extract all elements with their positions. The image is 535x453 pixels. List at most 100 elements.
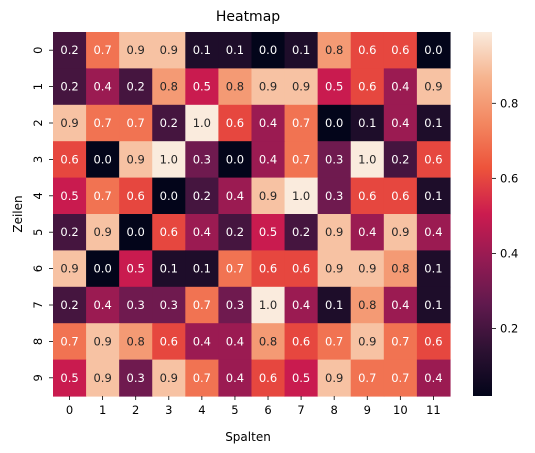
heatmap-cell (350, 68, 385, 106)
heatmap-cell (152, 359, 186, 397)
cell-value-label: 0.0 (226, 152, 244, 166)
heatmap-cell (119, 359, 153, 397)
cell-value-label: 0.5 (127, 262, 145, 276)
heatmap-cell (53, 286, 87, 324)
heatmap-cell (152, 141, 186, 179)
cell-value-label: 0.9 (325, 225, 343, 239)
colorbar: 0.2 0.4 0.6 0.8 (473, 32, 518, 396)
heatmap-cell (416, 250, 451, 288)
cell-value-label: 0.9 (93, 371, 111, 385)
heatmap-cell (119, 177, 153, 215)
x-tick-label: 8 (331, 403, 338, 417)
heatmap-cell (218, 32, 253, 69)
cell-value-label: 0.9 (127, 43, 145, 57)
heatmap-cell (251, 323, 286, 361)
heatmap-cell (383, 104, 418, 142)
cell-value-label: 0.0 (424, 43, 442, 57)
cell-value-label: 0.9 (391, 225, 409, 239)
cell-value-label: 0.8 (391, 262, 409, 276)
cell-value-label: 0.2 (60, 225, 78, 239)
cell-value-label: 0.3 (325, 189, 343, 203)
heatmap-cell (86, 32, 120, 69)
cell-value-label: 0.6 (259, 262, 277, 276)
heatmap-cell (251, 177, 286, 215)
cell-value-label: 0.1 (226, 43, 244, 57)
chart-title: Heatmap (216, 9, 280, 25)
cell-value-label: 0.2 (60, 43, 78, 57)
y-tick-label: 1 (31, 83, 45, 90)
cell-value-label: 0.1 (193, 43, 211, 57)
heatmap-cell (86, 214, 120, 251)
x-tick-label: 0 (66, 403, 73, 417)
cell-value-label: 0.6 (358, 80, 376, 94)
heatmap-cell (383, 68, 418, 106)
heatmap-cell (416, 177, 451, 215)
cell-value-label: 0.7 (358, 371, 376, 385)
heatmap-cell (185, 141, 219, 179)
heatmap-cell (284, 323, 319, 361)
heatmap-cell (383, 177, 418, 215)
heatmap-cell (284, 68, 319, 106)
x-tick-label: 6 (264, 403, 271, 417)
heatmap-cell (383, 214, 418, 251)
heatmap-cell (185, 177, 219, 215)
y-tick-label: 7 (31, 301, 45, 308)
cell-value-label: 0.9 (325, 371, 343, 385)
heatmap-cell (152, 32, 186, 69)
cell-value-label: 0.1 (358, 116, 376, 130)
heatmap-cell (350, 32, 385, 69)
cell-value-label: 0.7 (60, 334, 78, 348)
x-tick-label: 7 (297, 403, 304, 417)
cell-value-label: 0.7 (93, 116, 111, 130)
cell-value-label: 0.9 (160, 371, 178, 385)
x-axis-ticks: 0 1 2 3 4 5 6 7 8 9 10 11 (66, 396, 441, 417)
heatmap-cell (383, 359, 418, 397)
cell-value-label: 0.5 (259, 225, 277, 239)
heatmap-cell (185, 286, 219, 324)
cell-value-label: 0.4 (292, 298, 310, 312)
cell-value-label: 0.1 (193, 262, 211, 276)
cell-value-label: 0.9 (259, 189, 277, 203)
cell-value-label: 0.1 (424, 116, 442, 130)
cell-value-label: 0.6 (424, 152, 442, 166)
heatmap-cell (284, 286, 319, 324)
heatmap-cell (185, 359, 219, 397)
heatmap-cell (119, 141, 153, 179)
heatmap-cell (383, 32, 418, 69)
x-tick-label: 9 (364, 403, 371, 417)
cell-value-label: 0.0 (93, 262, 111, 276)
heatmap-cell (350, 141, 385, 179)
cell-value-label: 0.4 (391, 116, 409, 130)
cell-value-label: 0.6 (292, 334, 310, 348)
heatmap-cell (251, 359, 286, 397)
heatmap-cell (383, 323, 418, 361)
x-tick-label: 2 (132, 403, 139, 417)
heatmap-cell (53, 32, 87, 69)
colorbar-tick-label: 0.4 (500, 246, 518, 260)
cell-value-label: 0.0 (325, 116, 343, 130)
cell-value-label: 0.1 (424, 298, 442, 312)
heatmap-cell (119, 68, 153, 106)
cell-value-label: 1.0 (358, 152, 376, 166)
cell-value-label: 0.7 (325, 334, 343, 348)
x-tick-label: 4 (198, 403, 205, 417)
heatmap-cell (53, 104, 87, 142)
heatmap-cell (53, 359, 87, 397)
heatmap-cell (317, 104, 352, 142)
colorbar-tick-label: 0.2 (500, 321, 518, 335)
cell-value-label: 0.8 (325, 43, 343, 57)
y-tick-label: 8 (31, 338, 45, 345)
cell-value-label: 0.1 (160, 262, 178, 276)
cell-value-label: 0.8 (259, 334, 277, 348)
heatmap-cell (152, 68, 186, 106)
cell-value-label: 0.8 (226, 80, 244, 94)
heatmap-cell (53, 250, 87, 288)
cell-value-label: 0.5 (193, 80, 211, 94)
cell-value-label: 0.4 (226, 189, 244, 203)
heatmap-cell (218, 141, 253, 179)
y-axis-label: Zeilen (11, 195, 25, 232)
heatmap-cell (317, 250, 352, 288)
cell-value-label: 0.6 (292, 262, 310, 276)
cell-value-label: 0.9 (259, 80, 277, 94)
heatmap-cell (53, 141, 87, 179)
